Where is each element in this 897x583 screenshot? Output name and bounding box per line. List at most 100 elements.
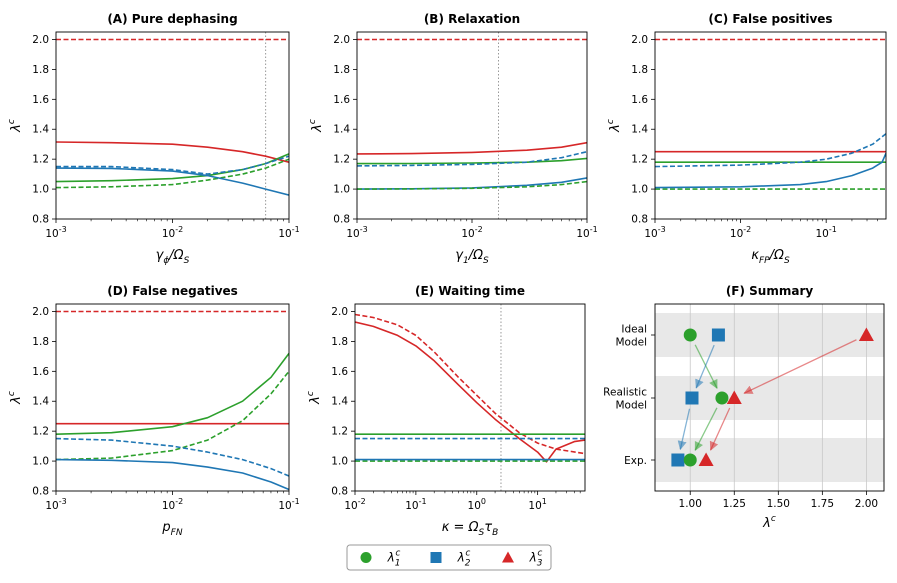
plot-frame [356,31,588,220]
series-line-red-solid [357,141,587,155]
x-tick-label: 10-1 [405,497,426,512]
x-tick-label: 1.00 [679,498,702,510]
x-tick-label: 2.00 [855,498,878,510]
y-axis-label: λc [7,391,24,405]
marker-triangle [858,327,874,341]
marker-circle [715,391,729,405]
y-tick-label: 1.6 [631,94,648,106]
series-line-green-dashed [357,180,587,190]
series-line-blue-dashed [655,133,886,168]
series-line-blue-dashed [56,437,289,477]
y-tick-label: 1.2 [631,154,648,166]
x-tick-label: 1.75 [811,498,834,510]
y-tick-label: 1.4 [32,124,49,136]
y-axis-label: λc [7,119,24,133]
x-tick-label: 10-2 [461,225,482,240]
marker-triangle [726,390,742,404]
y-tick-label: 1.4 [631,124,648,136]
series-line-blue-solid [56,167,289,196]
legend-label: λ3c [529,549,543,569]
x-tick-label: 10-1 [278,497,299,512]
y-tick-label: 1.8 [331,336,348,348]
y-tick-label: 2.0 [333,34,350,46]
transition-arrow [709,407,731,451]
panel-title: (E) Waiting time [415,284,525,298]
y-tick-label: 1.0 [333,184,350,196]
plot-frame [654,31,887,220]
x-tick-label: 10-2 [162,225,183,240]
x-tick-label: 10-1 [576,225,597,240]
category-label: Realistic Model [603,387,647,412]
plot-frame [55,31,290,220]
category-label: Exp. [624,455,647,467]
panel-title: (A) Pure dephasing [107,12,237,26]
x-axis-label: λc [762,514,776,531]
series-line-green-dashed [56,370,289,461]
plot-frame [654,303,885,492]
panel-title: (F) Summary [726,284,814,298]
panel-b: 0.8 1.0 1.2 1.4 1.6 1.8 2.0 10-3 10-2 10-1 (B) Rel… [308,12,598,266]
y-tick-label: 1.8 [631,64,648,76]
series-line-green-solid [56,352,289,435]
y-tick-label: 2.0 [331,306,348,318]
marker-square [671,453,685,467]
x-axis-label: κFP/ΩS [751,248,790,266]
panel-a: 0.8 1.0 1.2 1.4 1.6 1.8 2.0 10-3 10-2 10-1 (A) Pur… [7,12,300,266]
panel-title: (B) Relaxation [424,12,520,26]
marker-circle [683,328,697,342]
y-tick-label: 1.0 [631,184,648,196]
legend-marker-triangle [502,551,514,563]
y-tick-label: 1.0 [331,456,348,468]
y-tick-label: 2.0 [631,34,648,46]
transition-arrow [677,408,691,451]
panel-title: (D) False negatives [107,284,238,298]
y-tick-label: 1.8 [32,336,49,348]
y-tick-label: 0.8 [32,486,49,498]
series-line-blue-dashed [56,155,289,175]
plot-frame [354,303,586,492]
series-line-red-solid [355,321,585,463]
y-tick-label: 1.6 [32,366,49,378]
panel-title: (C) False positives [708,12,832,26]
legend-marker-circle [360,552,372,563]
y-axis-label: λc [308,119,325,133]
x-tick-label: 1.50 [767,498,790,510]
y-tick-label: 1.4 [331,396,348,408]
y-tick-label: 2.0 [32,306,49,318]
x-tick-label: 1.25 [723,498,746,510]
x-tick-label: 100 [468,497,486,512]
x-tick-label: 10-3 [644,225,665,240]
y-axis-label: λc [306,391,323,405]
y-tick-label: 2.0 [32,34,49,46]
series-line-red-solid [56,141,289,163]
marker-square [685,391,699,405]
x-tick-label: 10-3 [45,225,66,240]
marker-triangle [698,452,714,466]
series-line-blue-dashed [357,150,587,167]
y-tick-label: 1.4 [32,396,49,408]
legend-label: λ2c [457,549,471,569]
series-line-blue-solid [357,177,587,190]
x-tick-label: 101 [528,497,546,512]
x-axis-label: γ1/ΩS [455,248,489,266]
x-tick-label: 10-2 [162,497,183,512]
y-tick-label: 1.0 [32,456,49,468]
transition-arrow [694,407,718,452]
x-tick-label: 10-2 [344,497,365,512]
legend-frame [346,544,552,571]
panel-f: 1.00 1.25 1.50 1.75 2.00 Ideal Model Realistic M… [603,284,885,531]
category-label: Ideal Model [615,324,647,349]
panel-d: 0.8 1.0 1.2 1.4 1.6 1.8 2.0 10-3 10-2 10-1 (D) Fal… [7,284,300,538]
y-axis-label: λc [606,119,623,133]
y-tick-label: 1.2 [32,154,49,166]
legend-label: λ1c [387,549,401,569]
x-tick-label: 10-3 [346,225,367,240]
legend: λ1c λ2c λ3c [346,544,552,571]
x-tick-label: 10-1 [815,225,836,240]
y-tick-label: 0.8 [333,214,350,226]
transition-arrow [694,344,718,389]
transition-arrow [695,344,715,389]
y-tick-label: 1.8 [333,64,350,76]
x-tick-label: 10-3 [45,497,66,512]
legend-marker-square [430,552,442,563]
